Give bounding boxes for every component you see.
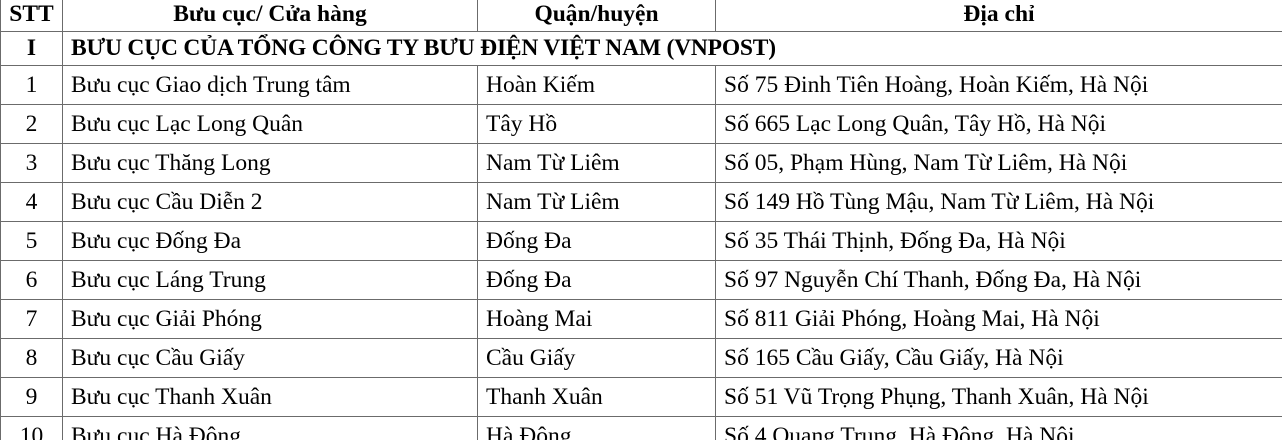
cell-district: Hà Đông (477, 416, 716, 440)
table-row: 3 Bưu cục Thăng Long Nam Từ Liêm Số 05, Phạ… (0, 143, 1282, 183)
table-row: 2 Bưu cục Lạc Long Quân Tây Hồ Số 665 Lạc L… (0, 104, 1282, 144)
cell-office-name: Bưu cục Láng Trung (62, 260, 478, 300)
cell-stt: 1 (0, 65, 63, 105)
table-row: 1 Bưu cục Giao dịch Trung tâm Hoàn Kiếm Số … (0, 65, 1282, 105)
table-row: 4 Bưu cục Cầu Diễn 2 Nam Từ Liêm Số 149 Hồ … (0, 182, 1282, 222)
cell-stt: 6 (0, 260, 63, 300)
cell-address: Số 665 Lạc Long Quân, Tây Hồ, Hà Nội (715, 104, 1282, 144)
table-header-row: STT Bưu cục/ Cửa hàng Quận/huyện Địa chỉ (0, 0, 1282, 32)
column-header-office[interactable]: Bưu cục/ Cửa hàng (62, 0, 478, 32)
cell-stt: 9 (0, 377, 63, 417)
column-header-address[interactable]: Địa chỉ (715, 0, 1282, 32)
cell-address: Số 165 Cầu Giấy, Cầu Giấy, Hà Nội (715, 338, 1282, 378)
cell-address: Số 75 Đinh Tiên Hoàng, Hoàn Kiếm, Hà Nội (715, 65, 1282, 105)
table-row: 8 Bưu cục Cầu Giấy Cầu Giấy Số 165 Cầu Giấy… (0, 338, 1282, 378)
cell-office-name: Bưu cục Giải Phóng (62, 299, 478, 339)
section-index: I (0, 31, 63, 66)
cell-address: Số 05, Phạm Hùng, Nam Từ Liêm, Hà Nội (715, 143, 1282, 183)
cell-address: Số 811 Giải Phóng, Hoàng Mai, Hà Nội (715, 299, 1282, 339)
cell-district: Đống Đa (477, 221, 716, 261)
cell-address: Số 97 Nguyễn Chí Thanh, Đống Đa, Hà Nội (715, 260, 1282, 300)
table-row: 5 Bưu cục Đống Đa Đống Đa Số 35 Thái Thịnh,… (0, 221, 1282, 261)
cell-stt: 7 (0, 299, 63, 339)
cell-district: Đống Đa (477, 260, 716, 300)
cell-district: Thanh Xuân (477, 377, 716, 417)
cell-stt: 10 (0, 416, 63, 440)
cell-stt: 4 (0, 182, 63, 222)
cell-district: Nam Từ Liêm (477, 143, 716, 183)
cell-district: Hoàng Mai (477, 299, 716, 339)
table-row: 9 Bưu cục Thanh Xuân Thanh Xuân Số 51 Vũ Tr… (0, 377, 1282, 417)
cell-office-name: Bưu cục Đống Đa (62, 221, 478, 261)
cell-office-name: Bưu cục Giao dịch Trung tâm (62, 65, 478, 105)
cell-address: Số 149 Hồ Tùng Mậu, Nam Từ Liêm, Hà Nội (715, 182, 1282, 222)
cell-office-name: Bưu cục Cầu Diễn 2 (62, 182, 478, 222)
cell-address: Số 51 Vũ Trọng Phụng, Thanh Xuân, Hà Nội (715, 377, 1282, 417)
table-section-row: I BƯU CỤC CỦA TỔNG CÔNG TY BƯU ĐIỆN VIỆT … (0, 31, 1282, 66)
table-header: STT Bưu cục/ Cửa hàng Quận/huyện Địa chỉ (0, 0, 1282, 32)
cell-district: Hoàn Kiếm (477, 65, 716, 105)
cell-address: Số 4 Quang Trung, Hà Đông, Hà Nội (715, 416, 1282, 440)
cell-stt: 2 (0, 104, 63, 144)
section-title: BƯU CỤC CỦA TỔNG CÔNG TY BƯU ĐIỆN VIỆT N… (62, 31, 1282, 66)
cell-office-name: Bưu cục Thanh Xuân (62, 377, 478, 417)
cell-district: Cầu Giấy (477, 338, 716, 378)
cell-district: Tây Hồ (477, 104, 716, 144)
table-row: 6 Bưu cục Láng Trung Đống Đa Số 97 Nguyễn C… (0, 260, 1282, 300)
cell-stt: 5 (0, 221, 63, 261)
table-row: 7 Bưu cục Giải Phóng Hoàng Mai Số 811 Giải … (0, 299, 1282, 339)
cell-address: Số 35 Thái Thịnh, Đống Đa, Hà Nội (715, 221, 1282, 261)
cell-office-name: Bưu cục Lạc Long Quân (62, 104, 478, 144)
table-body: I BƯU CỤC CỦA TỔNG CÔNG TY BƯU ĐIỆN VIỆT … (0, 31, 1282, 440)
cell-district: Nam Từ Liêm (477, 182, 716, 222)
column-header-district[interactable]: Quận/huyện (477, 0, 716, 32)
cell-office-name: Bưu cục Hà Đông (62, 416, 478, 440)
cell-stt: 3 (0, 143, 63, 183)
cell-office-name: Bưu cục Cầu Giấy (62, 338, 478, 378)
table-row: 10 Bưu cục Hà Đông Hà Đông Số 4 Quang Trung… (0, 416, 1282, 440)
column-header-stt[interactable]: STT (0, 0, 63, 32)
cell-stt: 8 (0, 338, 63, 378)
cell-office-name: Bưu cục Thăng Long (62, 143, 478, 183)
